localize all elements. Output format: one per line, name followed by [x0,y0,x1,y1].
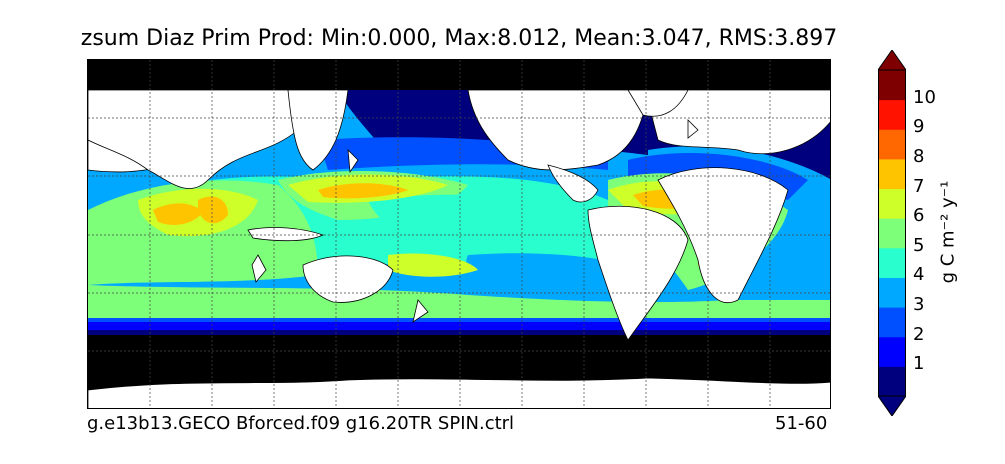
land-greenland [627,89,689,117]
land-japan [347,148,359,174]
bay-of-bengal-orange [198,196,228,224]
colorbar-tick-label: 8 [913,145,925,167]
colorbar-cell [878,277,906,308]
colorbar-cell [878,70,906,101]
land-africa-main [657,167,789,303]
land-indonesia [247,227,325,242]
land-uk [687,119,699,139]
colorbar-tick-label: 6 [913,205,925,227]
colorbar-tick-label: 10 [913,86,936,108]
land-new-zealand [412,299,429,323]
colorbar-cell [878,218,906,249]
colorbar-tick-label: 3 [913,294,925,316]
colorbar-cell [878,247,906,278]
land-asia-east [287,89,349,171]
colorbar-cells [878,70,906,397]
land-central-america [547,164,599,203]
map-panel [87,59,831,409]
map-svg [88,60,830,408]
colorbar-cell [878,129,906,160]
colorbar-label: g C m⁻² y⁻¹ [937,180,959,284]
south-pacific-yellowgreen [388,253,478,277]
land-europe [647,89,830,155]
colorbar-cell [878,99,906,130]
colorbar-tick-label: 9 [913,116,925,138]
colorbar-cell [878,366,906,397]
figure-title: zsum Diaz Prim Prod: Min:0.000, Max:8.01… [80,26,838,51]
land-antarctica [88,377,830,408]
colorbar-cell [878,188,906,219]
kuroshio-orange [318,183,408,199]
colorbar [878,50,906,416]
land-group [88,89,830,341]
colorbar-cell [878,336,906,367]
year-range: 51-60 [775,413,828,434]
colorbar-tick-label: 1 [913,353,925,375]
pacific-equator-cyan [368,194,588,245]
land-madagascar [251,254,267,283]
colorbar-max-arrow [878,50,906,71]
colorbar-cell [878,307,906,338]
run-name: g.e13b13.GECO Bforced.f09 g16.20TR SPIN.… [87,413,515,434]
graticule [88,60,830,408]
colorbar-tick-label: 4 [913,264,925,286]
colorbar-tick-label: 7 [913,175,925,197]
colorbar-tick-label: 5 [913,234,925,256]
southern-ocean-band-2 [88,322,830,332]
arctic-missing [88,60,830,90]
colorbar-min-arrow [878,395,906,416]
arabian-sea-orange [153,203,203,225]
land-eurasia [88,89,299,189]
land-australia [302,255,394,303]
colorbar-frame [878,69,906,397]
colorbar-tick-label: 2 [913,323,925,345]
land-south-america [587,205,689,341]
colorbar-cell [878,158,906,190]
